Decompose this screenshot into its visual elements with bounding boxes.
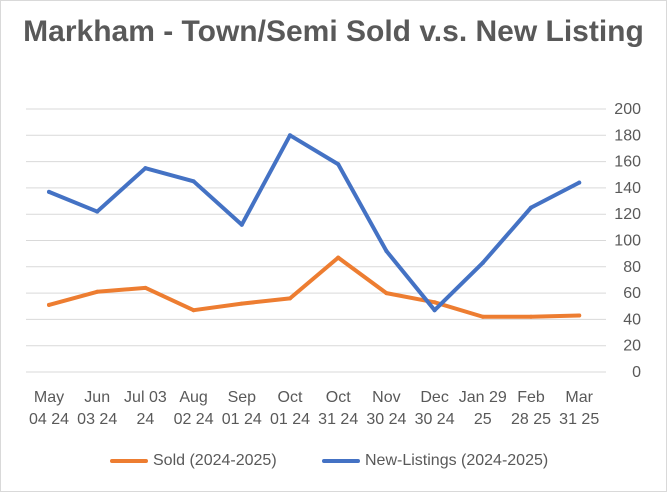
- y-tick-label: 140: [614, 180, 641, 197]
- x-tick-label-line: 03 24: [77, 411, 117, 428]
- x-tick-label-line: Feb: [517, 389, 545, 406]
- x-tick-label-line: 30 24: [366, 411, 406, 428]
- x-tick-label-line: Aug: [179, 389, 207, 406]
- x-tick-label-line: Jun: [84, 389, 110, 406]
- data-point-new-listings: [529, 205, 533, 210]
- x-tick-label: Mar 31 25: [559, 389, 599, 428]
- data-point-sold: [336, 255, 341, 260]
- x-tick-label-line: 01 24: [270, 411, 310, 428]
- data-point-sold: [239, 301, 244, 306]
- data-point-new-listings: [95, 209, 100, 214]
- y-tick-label: 20: [623, 338, 641, 355]
- x-tick-label-line: May: [34, 389, 64, 406]
- y-tick-label: 100: [614, 233, 641, 250]
- legend-swatch-new-listings: [322, 459, 360, 463]
- x-tick-label-line: Nov: [372, 389, 400, 406]
- x-tick-label-line: 28 25: [511, 411, 551, 428]
- x-tick-label-line: Jul 03: [124, 389, 167, 406]
- legend-swatch-sold: [110, 459, 148, 463]
- data-point-sold: [577, 313, 582, 318]
- x-tick-label: Oct 31 24: [318, 389, 358, 428]
- legend-item-sold: Sold (2024-2025): [110, 452, 277, 470]
- y-tick-label: 0: [632, 364, 641, 381]
- x-tick-label: Jan 29 25: [459, 389, 507, 428]
- x-tick-label-line: 02 24: [174, 411, 214, 428]
- data-point-sold: [480, 314, 485, 319]
- x-tick-label-line: 04 24: [29, 411, 69, 428]
- data-point-new-listings: [432, 308, 437, 313]
- x-tick-label-line: Jan 29: [459, 389, 507, 406]
- x-tick-label-line: Oct: [278, 389, 303, 406]
- data-point-sold: [47, 302, 51, 307]
- x-tick-label: Aug 02 24: [174, 389, 214, 428]
- x-tick-label: Feb 28 25: [511, 389, 551, 428]
- chart-title: Markham - Town/Semi Sold v.s. New Listin…: [23, 15, 644, 48]
- x-tick-label-line: Oct: [326, 389, 351, 406]
- x-tick-label-line: Dec: [420, 389, 448, 406]
- series-line-new-listings: [47, 133, 582, 313]
- x-tick-label: May 04 24: [29, 389, 69, 428]
- data-point-new-listings: [191, 179, 196, 184]
- y-tick-label: 180: [614, 127, 641, 144]
- data-point-new-listings: [480, 260, 485, 265]
- y-tick-label: 160: [614, 154, 641, 171]
- y-tick-label: 60: [623, 285, 641, 302]
- data-point-sold: [143, 285, 148, 290]
- x-tick-label-line: 01 24: [222, 411, 262, 428]
- data-point-new-listings: [143, 166, 148, 171]
- x-tick-label-line: Mar: [565, 389, 593, 406]
- x-tick-label: Dec 30 24: [415, 389, 455, 428]
- x-tick-label-line: 25: [474, 411, 492, 428]
- y-tick-label: 40: [623, 311, 641, 328]
- data-point-sold: [95, 289, 100, 294]
- series-line-sold: [47, 255, 582, 319]
- x-tick-label: Jun 03 24: [77, 389, 117, 428]
- x-tick-label-line: 31 25: [559, 411, 599, 428]
- x-tick-label: Nov 30 24: [366, 389, 406, 428]
- legend-item-new-listings: New-Listings (2024-2025): [322, 452, 548, 470]
- data-point-sold: [432, 300, 437, 305]
- x-tick-label: Jul 03 24: [124, 389, 167, 428]
- x-tick-label-line: 31 24: [318, 411, 358, 428]
- data-point-new-listings: [336, 162, 341, 167]
- legend-label-sold: Sold (2024-2025): [153, 452, 277, 469]
- x-tick-label-line: 30 24: [415, 411, 455, 428]
- data-point-sold: [191, 308, 196, 313]
- data-point-new-listings: [577, 180, 582, 185]
- data-point-new-listings: [47, 189, 51, 194]
- chart-legend: Sold (2024-2025) New-Listings (2024-2025…: [0, 452, 667, 474]
- data-point-sold: [529, 314, 533, 319]
- x-tick-label-line: Sep: [228, 389, 257, 406]
- data-point-new-listings: [288, 133, 292, 138]
- y-tick-label: 120: [614, 206, 641, 223]
- data-point-sold: [384, 291, 389, 296]
- x-tick-label: Sep 01 24: [222, 389, 262, 428]
- x-tick-label-line: 24: [137, 411, 155, 428]
- data-point-sold: [288, 296, 292, 301]
- legend-label-new-listings: New-Listings (2024-2025): [365, 452, 549, 469]
- data-point-new-listings: [239, 222, 244, 227]
- data-point-new-listings: [384, 249, 389, 254]
- y-tick-label: 200: [614, 101, 641, 118]
- y-tick-label: 80: [623, 259, 641, 276]
- x-tick-label: Oct 01 24: [270, 389, 310, 428]
